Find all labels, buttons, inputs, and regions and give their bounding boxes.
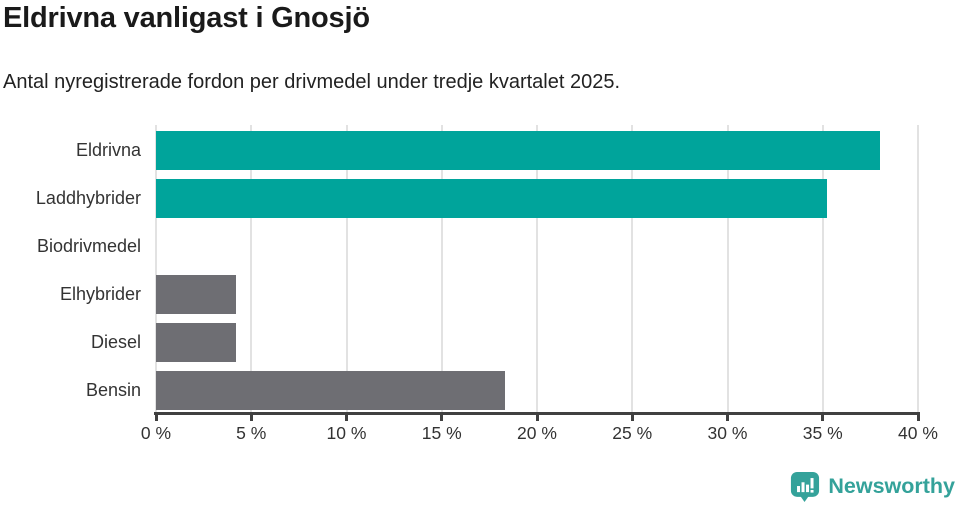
x-axis-tick [916, 412, 920, 421]
category-label: Bensin [85, 380, 141, 400]
x-axis-tick [821, 412, 825, 421]
chart-title: Eldrivna vanligast i Gnosjö [3, 2, 370, 34]
category-label: Elhybrider [59, 284, 141, 304]
category-label: Diesel [90, 332, 141, 352]
bar-laddhybrider [156, 179, 827, 218]
plot-area [155, 125, 919, 413]
x-axis-tick-label: 10 % [326, 423, 367, 443]
gridline [345, 125, 348, 413]
bar-chart [0, 113, 960, 458]
gridline [917, 125, 919, 413]
gridline [250, 125, 253, 413]
x-axis-tick [726, 412, 729, 421]
newsworthy-logo: Newsworthy [790, 471, 955, 502]
x-axis-tick-label: 25 % [612, 423, 653, 443]
chart-subtitle: Antal nyregistrerade fordon per drivmede… [3, 71, 621, 93]
newsworthy-wordmark: Newsworthy [828, 474, 955, 498]
x-axis-tick [249, 412, 253, 421]
x-axis-tick-label: 5 % [236, 423, 267, 443]
x-axis-tick-label: 35 % [802, 423, 843, 443]
bar-bensin [156, 371, 505, 410]
x-axis-tick [345, 412, 348, 421]
x-axis-tick-label: 20 % [517, 423, 557, 443]
x-axis-tick-label: 0 % [140, 423, 172, 443]
bar-diesel [156, 323, 236, 362]
bar-elhybrider [156, 275, 236, 314]
gridline [536, 125, 538, 413]
x-axis-tick [154, 412, 158, 421]
x-axis-tick [630, 412, 634, 421]
x-axis-tick [535, 412, 539, 421]
category-label: Laddhybrider [35, 188, 141, 208]
x-axis-tick-label: 30 % [707, 423, 748, 443]
category-label: Eldrivna [75, 140, 141, 160]
x-axis-tick-label: 15 % [421, 423, 462, 443]
x-axis-tick-label: 40 % [898, 423, 938, 443]
newsworthy-chart-bubble-icon [791, 471, 820, 502]
gridline [631, 125, 634, 413]
x-axis-tick [440, 412, 444, 421]
gridline [440, 125, 443, 413]
category-label: Biodrivmedel [36, 236, 141, 256]
gridline [821, 125, 824, 413]
bar-eldrivna [156, 131, 880, 170]
gridline [726, 125, 729, 413]
gridline [155, 125, 157, 413]
